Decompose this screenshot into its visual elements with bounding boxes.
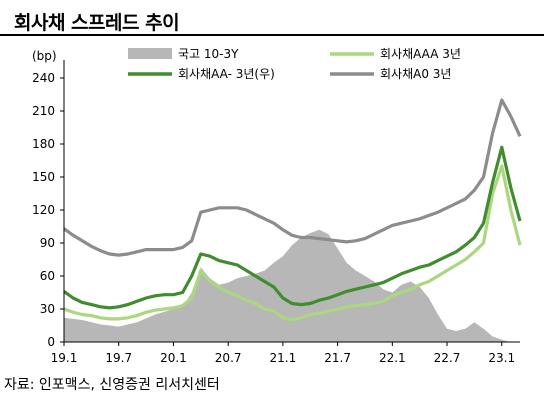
y-tick-label: 120 [32,203,55,217]
legend-label: 국고 10-3Y [178,47,239,61]
y-axis-label: (bp) [32,49,57,63]
legend-label: 회사채A0 3년 [380,67,451,81]
series-line-3 [63,98,522,257]
x-tick-label: 20.1 [160,351,187,365]
legend-item: 국고 10-3Y [128,47,239,61]
area-layer [64,229,511,342]
chart-title: 회사채 스프레드 추이 [14,12,180,34]
legend-item: 회사채AA- 3년(우) [128,67,275,81]
x-tick-label: 19.7 [105,351,132,365]
source-note: 자료: 인포맥스, 신영증권 리서치센터 [4,377,220,393]
x-tick-label: 22.1 [379,351,406,365]
x-tick-label: 23.1 [488,351,515,365]
legend-swatch [128,48,172,59]
x-tick-label: 22.7 [434,351,461,365]
legend-item: 회사채AAA 3년 [330,47,461,61]
y-tick-label: 240 [32,71,55,85]
y-tick-label: 180 [32,137,55,151]
series-area-0 [64,229,511,342]
y-tick-label: 60 [40,269,55,283]
axis-layer: 0 30 60 90 120 150 180 210 240 (bp) 19.1 19.7 20.1 20… [32,49,520,365]
y-tick-label: 150 [32,170,55,184]
y-tick-label: 0 [47,335,55,349]
x-tick-label: 21.1 [270,351,297,365]
series-line-2 [63,145,522,310]
y-tick-label: 90 [40,236,55,250]
line-layer [63,98,522,322]
y-tick-label: 210 [32,104,55,118]
x-tick-label: 19.1 [51,351,78,365]
x-tick-label: 20.7 [215,351,242,365]
title-rule [0,34,544,36]
legend-label: 회사채AAA 3년 [380,47,461,61]
y-tick-label: 30 [40,302,55,316]
series-line-1 [63,164,522,322]
legend-item: 회사채A0 3년 [330,67,451,81]
legend-label: 회사채AA- 3년(우) [178,67,275,81]
x-tick-label: 21.7 [324,351,351,365]
